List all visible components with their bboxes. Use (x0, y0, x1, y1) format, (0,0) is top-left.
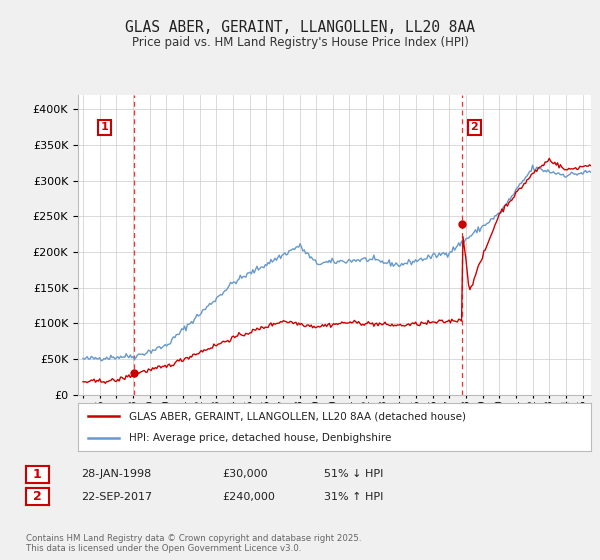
Text: 2: 2 (470, 122, 478, 132)
Text: 22-SEP-2017: 22-SEP-2017 (81, 492, 152, 502)
Text: 1: 1 (33, 468, 41, 481)
Text: 2: 2 (33, 490, 41, 503)
Text: £240,000: £240,000 (222, 492, 275, 502)
Text: 51% ↓ HPI: 51% ↓ HPI (324, 469, 383, 479)
Text: 31% ↑ HPI: 31% ↑ HPI (324, 492, 383, 502)
Text: 1: 1 (101, 122, 109, 132)
Text: 28-JAN-1998: 28-JAN-1998 (81, 469, 151, 479)
Text: HPI: Average price, detached house, Denbighshire: HPI: Average price, detached house, Denb… (130, 433, 392, 443)
Text: Contains HM Land Registry data © Crown copyright and database right 2025.
This d: Contains HM Land Registry data © Crown c… (26, 534, 361, 553)
Text: Price paid vs. HM Land Registry's House Price Index (HPI): Price paid vs. HM Land Registry's House … (131, 36, 469, 49)
Text: GLAS ABER, GERAINT, LLANGOLLEN, LL20 8AA (detached house): GLAS ABER, GERAINT, LLANGOLLEN, LL20 8AA… (130, 411, 466, 421)
Text: GLAS ABER, GERAINT, LLANGOLLEN, LL20 8AA: GLAS ABER, GERAINT, LLANGOLLEN, LL20 8AA (125, 20, 475, 35)
Text: £30,000: £30,000 (222, 469, 268, 479)
